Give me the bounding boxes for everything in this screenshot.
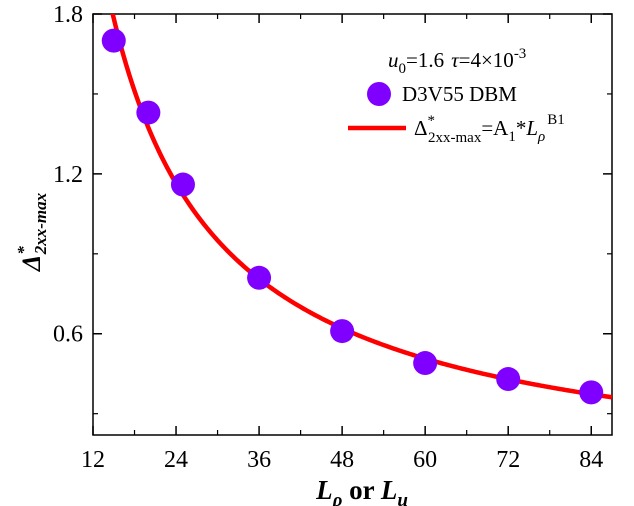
y-axis-title-delta: Δ (17, 255, 46, 272)
data-point (579, 380, 603, 404)
y-tick-label: 1.8 (53, 2, 83, 28)
annotation-u-symbol: u (388, 48, 399, 72)
fit-formula-delta: Δ (414, 116, 428, 140)
fit-formula-l-subscript: ρ (537, 129, 545, 145)
y-ticks: 0.6 1.2 1.8 (53, 2, 612, 414)
data-point (496, 367, 520, 391)
x-axis-title-or: or (342, 475, 381, 505)
data-point (247, 266, 271, 290)
legend-label-fit: Δ* 2xx-max=A1*LρB1 (414, 112, 565, 146)
plot-border (93, 14, 612, 435)
legend: D3V55 DBM Δ* 2xx-max=A1*LρB1 (348, 82, 565, 146)
plot-frame (93, 14, 612, 435)
annotation-tau-value: =4×10 (459, 48, 514, 72)
data-point (102, 29, 126, 53)
fit-formula-mult: * (516, 116, 527, 140)
data-point (413, 351, 437, 375)
data-point (136, 101, 160, 125)
y-tick-label: 1.2 (53, 162, 83, 188)
x-tick-label: 24 (164, 447, 188, 473)
data-point (330, 319, 354, 343)
x-tick-label: 84 (579, 447, 603, 473)
x-axis-title-l2-sub: u (397, 490, 408, 506)
data-point (171, 173, 195, 197)
annotation-u-subscript: 0 (399, 61, 407, 77)
annotation-tau-exponent: -3 (514, 46, 527, 62)
x-tick-label: 60 (413, 447, 437, 473)
fit-formula-star: * (428, 113, 436, 129)
x-tick-label: 12 (81, 447, 105, 473)
y-tick-label: 0.6 (53, 322, 83, 348)
annotation-text: u0=1.6 τ=4×10-3 (388, 46, 526, 77)
fit-formula-l: L (525, 116, 538, 140)
fit-formula-exponent: B1 (547, 112, 565, 128)
x-axis-title: Lρ or Lu (315, 475, 408, 506)
fit-formula-subscript: 2xx-max (428, 130, 482, 146)
legend-label-dbm: D3V55 DBM (402, 82, 517, 106)
y-axis-title-subscript: 2xx-max (31, 192, 50, 255)
x-ticks: 12 24 36 48 60 72 84 (81, 14, 603, 473)
annotation-u-value: =1.6 (406, 48, 444, 72)
x-tick-label: 36 (247, 447, 271, 473)
point-layer (102, 29, 603, 405)
legend-marker-dbm (367, 82, 391, 106)
y-axis-title: Δ*2xx-max (14, 192, 50, 272)
fit-formula-a-subscript: 1 (508, 129, 516, 145)
fit-curve (100, 0, 612, 397)
x-axis-title-l2: L (380, 475, 398, 505)
fit-formula-equals-a: =A (481, 116, 509, 140)
x-tick-label: 48 (330, 447, 354, 473)
x-tick-label: 72 (496, 447, 520, 473)
x-axis-title-l1: L (315, 475, 333, 505)
fit-layer (100, 0, 612, 397)
x-axis-title-l1-sub: ρ (332, 490, 343, 506)
